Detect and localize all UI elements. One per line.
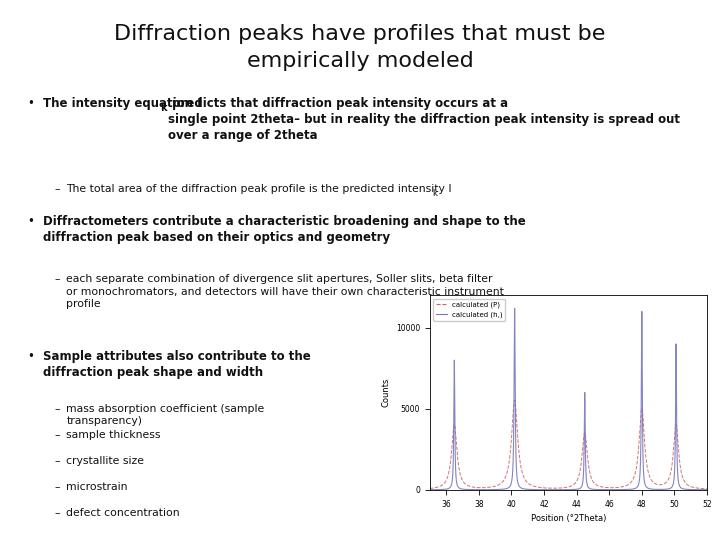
Text: •: •	[27, 350, 35, 363]
Text: –: –	[54, 404, 60, 414]
Text: The total area of the diffraction peak profile is the predicted intensity I: The total area of the diffraction peak p…	[66, 184, 452, 194]
Text: –: –	[54, 482, 60, 492]
Text: predicts that diffraction peak intensity occurs at a
single point 2theta– but in: predicts that diffraction peak intensity…	[168, 97, 680, 142]
Legend: calculated (P), calculated (h,): calculated (P), calculated (h,)	[433, 299, 505, 321]
Text: –: –	[54, 430, 60, 440]
Y-axis label: Counts: Counts	[382, 378, 390, 407]
Text: defect concentration: defect concentration	[66, 508, 180, 518]
X-axis label: Position (°2Theta): Position (°2Theta)	[531, 514, 606, 523]
Text: –: –	[54, 274, 60, 285]
Text: each separate combination of divergence slit apertures, Soller slits, beta filte: each separate combination of divergence …	[66, 274, 504, 309]
Text: –: –	[54, 508, 60, 518]
Text: empirically modeled: empirically modeled	[247, 51, 473, 71]
Text: –: –	[54, 456, 60, 466]
Text: The intensity equation I: The intensity equation I	[43, 97, 202, 110]
Text: microstrain: microstrain	[66, 482, 127, 492]
Text: k: k	[160, 103, 166, 113]
Text: •: •	[27, 97, 35, 110]
Text: Diffraction peaks have profiles that must be: Diffraction peaks have profiles that mus…	[114, 24, 606, 44]
Text: sample thickness: sample thickness	[66, 430, 161, 440]
Text: •: •	[27, 215, 35, 228]
Text: –: –	[54, 184, 60, 194]
Text: mass absorption coefficient (sample
transparency): mass absorption coefficient (sample tran…	[66, 404, 264, 426]
Text: k: k	[432, 189, 437, 198]
Text: Diffractometers contribute a characteristic broadening and shape to the
diffract: Diffractometers contribute a characteris…	[43, 215, 526, 244]
Text: Sample attributes also contribute to the
diffraction peak shape and width: Sample attributes also contribute to the…	[43, 350, 311, 379]
Text: crystallite size: crystallite size	[66, 456, 144, 466]
